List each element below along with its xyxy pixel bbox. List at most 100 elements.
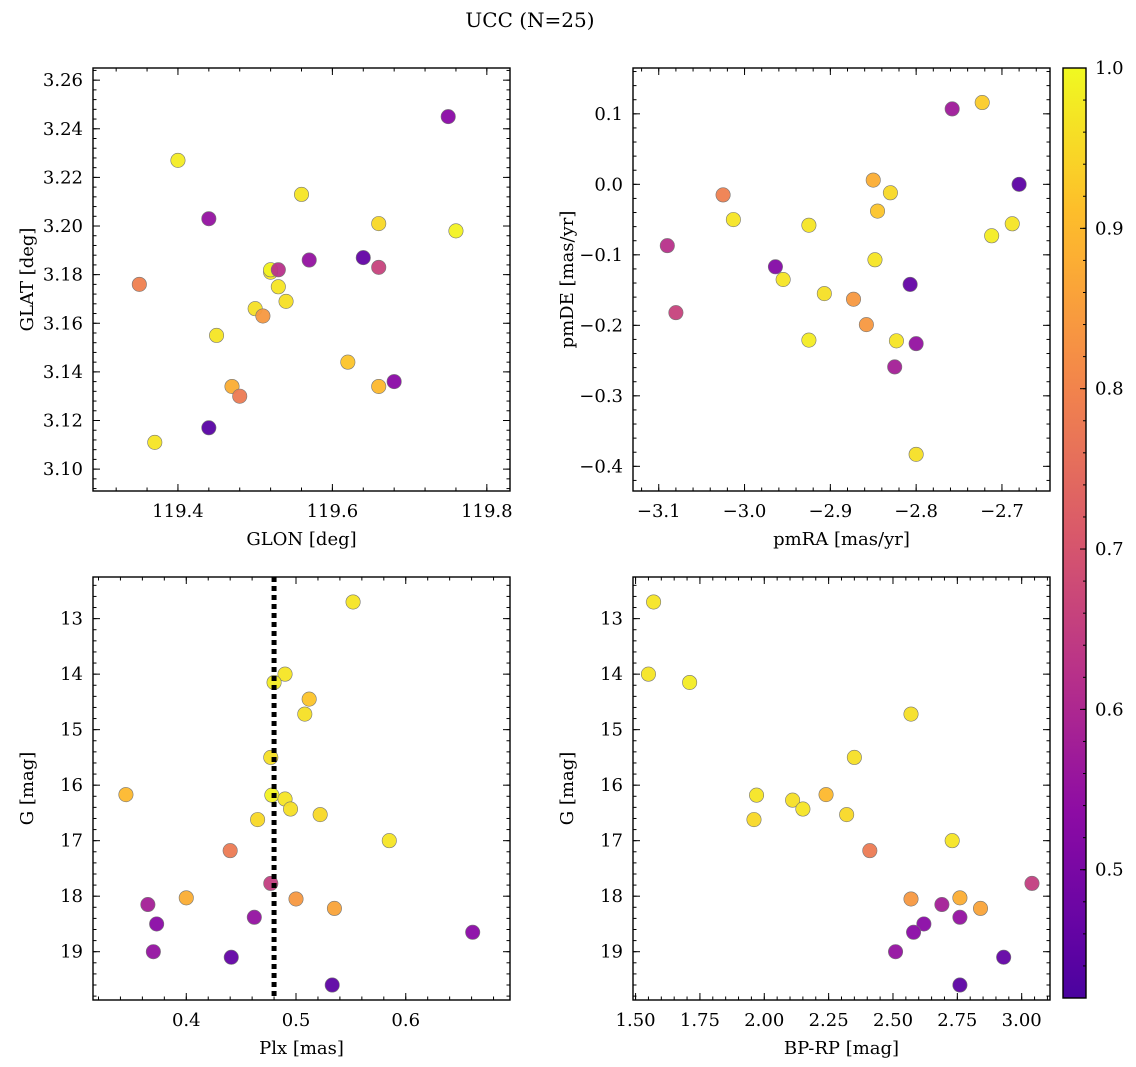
scatter-point bbox=[312, 807, 328, 823]
plot-area bbox=[118, 577, 481, 1000]
x-tick-label: 119.8 bbox=[461, 501, 513, 522]
scatter-point bbox=[1011, 176, 1027, 192]
axis-ticks bbox=[633, 577, 1050, 1000]
scatter-point bbox=[355, 250, 371, 266]
x-axis-label: pmRA [mas/yr] bbox=[773, 529, 910, 550]
scatter-point bbox=[1024, 875, 1040, 891]
colorbar: 0.5 0.6 0.7 0.8 0.9 1.0 bbox=[1062, 58, 1124, 999]
scatter-point bbox=[865, 172, 881, 188]
scatter-point bbox=[846, 291, 862, 307]
y-tick-label: 3.18 bbox=[43, 265, 83, 286]
plot-area bbox=[131, 109, 464, 450]
plot-frame bbox=[92, 576, 511, 1001]
y-tick-label: 18 bbox=[600, 886, 623, 907]
scatter-point bbox=[801, 332, 817, 348]
y-tick-label: 18 bbox=[60, 886, 83, 907]
scatter-point bbox=[250, 812, 266, 828]
x-tick-label: −3.0 bbox=[723, 501, 767, 522]
scatter-point bbox=[646, 594, 662, 610]
y-tick-label: 3.24 bbox=[43, 119, 83, 140]
axis-ticks bbox=[93, 577, 510, 1000]
scatter-point bbox=[952, 890, 968, 906]
scatter-point bbox=[846, 749, 862, 765]
scatter-point bbox=[386, 374, 402, 390]
scatter-point bbox=[345, 594, 361, 610]
scatter-point bbox=[903, 706, 919, 722]
scatter-point bbox=[972, 900, 988, 916]
scatter-point bbox=[465, 924, 481, 940]
axis-ticks bbox=[93, 68, 510, 491]
scatter-point bbox=[326, 900, 342, 916]
scatter-point bbox=[916, 916, 932, 932]
scatter-point bbox=[801, 217, 817, 233]
plot-area bbox=[640, 594, 1040, 993]
y-tick-label: 15 bbox=[60, 720, 83, 741]
colorbar-gradient bbox=[1062, 67, 1087, 999]
scatter-point bbox=[952, 909, 968, 925]
plot-frame bbox=[92, 67, 511, 492]
scatter-point bbox=[440, 109, 456, 125]
y-tick-label: 16 bbox=[600, 775, 623, 796]
scatter-point bbox=[301, 252, 317, 268]
scatter-point bbox=[140, 897, 156, 913]
scatter-point bbox=[682, 674, 698, 690]
y-tick-label: 3.16 bbox=[43, 313, 83, 334]
scatter-point bbox=[371, 216, 387, 232]
scatter-point bbox=[640, 666, 656, 682]
scatter-point bbox=[278, 293, 294, 309]
scatter-point bbox=[1004, 216, 1020, 232]
y-tick-label: 16 bbox=[60, 775, 83, 796]
scatter-panel-1: 119.4 119.6 119.8 3.10 3.12 3.14 3.16 3.18 3.20 3… bbox=[17, 67, 513, 550]
scatter-point bbox=[888, 333, 904, 349]
scatter-panel-3: 0.4 0.5 0.6 13 14 15 16 17 18 19 Plx [mas] G [mag] bbox=[17, 576, 511, 1059]
plot-frame bbox=[632, 67, 1051, 492]
scatter-point bbox=[149, 916, 165, 932]
x-tick-label: 0.6 bbox=[391, 1010, 420, 1031]
scatter-point bbox=[201, 211, 217, 227]
scatter-point bbox=[903, 891, 919, 907]
scatter-point bbox=[297, 706, 313, 722]
scatter-point bbox=[270, 279, 286, 295]
scatter-point bbox=[223, 949, 239, 965]
y-tick-label: −0.3 bbox=[579, 386, 623, 407]
plot-frame bbox=[632, 576, 1051, 1001]
scatter-point bbox=[293, 186, 309, 202]
axis-ticks bbox=[633, 68, 1050, 491]
x-tick-label: −2.9 bbox=[808, 501, 852, 522]
scatter-point bbox=[255, 308, 271, 324]
scatter-point bbox=[749, 787, 765, 803]
scatter-point bbox=[908, 446, 924, 462]
scatter-point bbox=[201, 420, 217, 436]
scatter-point bbox=[448, 223, 464, 239]
scatter-point bbox=[232, 388, 248, 404]
y-tick-label: 19 bbox=[600, 942, 623, 963]
scatter-point bbox=[170, 152, 186, 168]
x-tick-label: 2.25 bbox=[809, 1010, 849, 1031]
colorbar-tick-label: 0.7 bbox=[1095, 539, 1124, 560]
scatter-point bbox=[902, 276, 918, 292]
scatter-point bbox=[974, 95, 990, 111]
y-tick-label: −0.2 bbox=[579, 315, 623, 336]
x-tick-label: 0.4 bbox=[172, 1010, 201, 1031]
figure-title: UCC (N=25) bbox=[465, 8, 594, 32]
scatter-panel-2: −3.1 −3.0 −2.9 −2.8 −2.7 −0.4 −0.3 −0.2 −0.1 0.0 0… bbox=[557, 67, 1051, 550]
scatter-point bbox=[839, 807, 855, 823]
x-tick-label: 1.50 bbox=[616, 1010, 656, 1031]
scatter-point bbox=[816, 286, 832, 302]
y-tick-label: 19 bbox=[60, 942, 83, 963]
x-axis-label: BP-RP [mag] bbox=[784, 1038, 899, 1059]
scatter-point bbox=[795, 801, 811, 817]
y-tick-label: 17 bbox=[600, 831, 623, 852]
y-tick-label: −0.1 bbox=[579, 245, 623, 266]
scatter-point bbox=[371, 378, 387, 394]
scatter-point bbox=[288, 891, 304, 907]
scatter-point bbox=[952, 977, 968, 993]
y-axis-label: GLAT [deg] bbox=[17, 228, 38, 332]
y-tick-label: 13 bbox=[60, 609, 83, 630]
y-tick-label: 15 bbox=[600, 720, 623, 741]
scatter-point bbox=[277, 666, 293, 682]
scatter-point bbox=[867, 252, 883, 268]
x-tick-label: 2.75 bbox=[937, 1010, 977, 1031]
scatter-point bbox=[118, 787, 134, 803]
scatter-point bbox=[984, 228, 1000, 244]
